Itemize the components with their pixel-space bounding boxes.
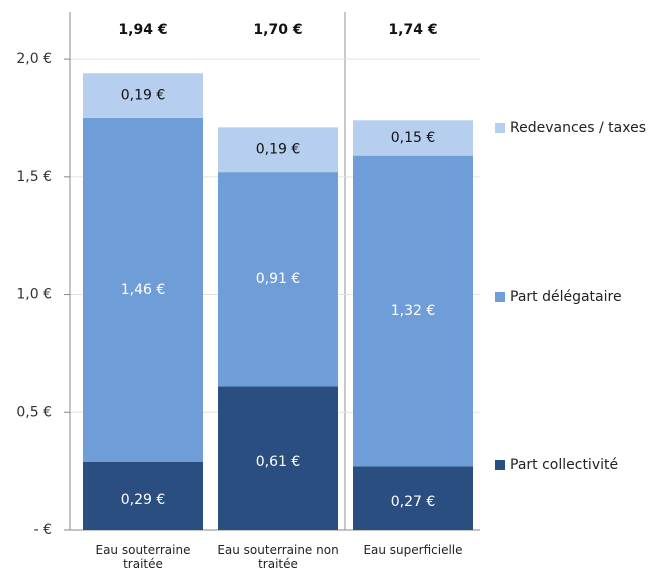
- y-tick-label: 1,0 €: [16, 287, 52, 303]
- value-label: 0,27 €: [391, 494, 436, 510]
- legend-swatch: [495, 123, 505, 133]
- legend-label: Redevances / taxes: [510, 120, 646, 136]
- bar-segment: [83, 73, 203, 118]
- value-label: 0,91 €: [256, 271, 301, 287]
- bar-segment: [83, 117, 203, 462]
- total-label: 1,70 €: [253, 22, 302, 38]
- legend-swatch: [495, 460, 505, 470]
- legend-label: Part délégataire: [510, 289, 622, 305]
- bar-segment: [353, 120, 473, 156]
- legend-label: Part collectivité: [510, 457, 618, 473]
- value-label: 1,46 €: [121, 282, 166, 298]
- bar-segment: [218, 172, 338, 387]
- bar-segment: [83, 461, 203, 530]
- value-label: 0,19 €: [256, 142, 301, 158]
- x-tick-label: Eau superficielle: [363, 543, 463, 557]
- x-tick-label: Eau souterraine traitée: [95, 543, 191, 571]
- y-tick-label: - €: [34, 522, 52, 538]
- legend-swatch: [495, 292, 505, 302]
- total-label: 1,74 €: [388, 22, 437, 38]
- x-tick-label: Eau souterraine non traitée: [217, 543, 339, 571]
- bar-segment: [353, 466, 473, 530]
- y-tick-label: 2,0 €: [16, 51, 52, 67]
- bar-segment: [218, 127, 338, 173]
- value-label: 0,61 €: [256, 454, 301, 470]
- value-label: 0,29 €: [121, 492, 166, 508]
- total-label: 1,94 €: [118, 22, 167, 38]
- bar-segment: [353, 155, 473, 467]
- y-tick-label: 1,5 €: [16, 169, 52, 185]
- value-label: 1,32 €: [391, 303, 436, 319]
- bar-segment: [218, 386, 338, 530]
- value-label: 0,19 €: [121, 88, 166, 104]
- value-label: 0,15 €: [391, 130, 436, 146]
- y-tick-label: 0,5 €: [16, 404, 52, 420]
